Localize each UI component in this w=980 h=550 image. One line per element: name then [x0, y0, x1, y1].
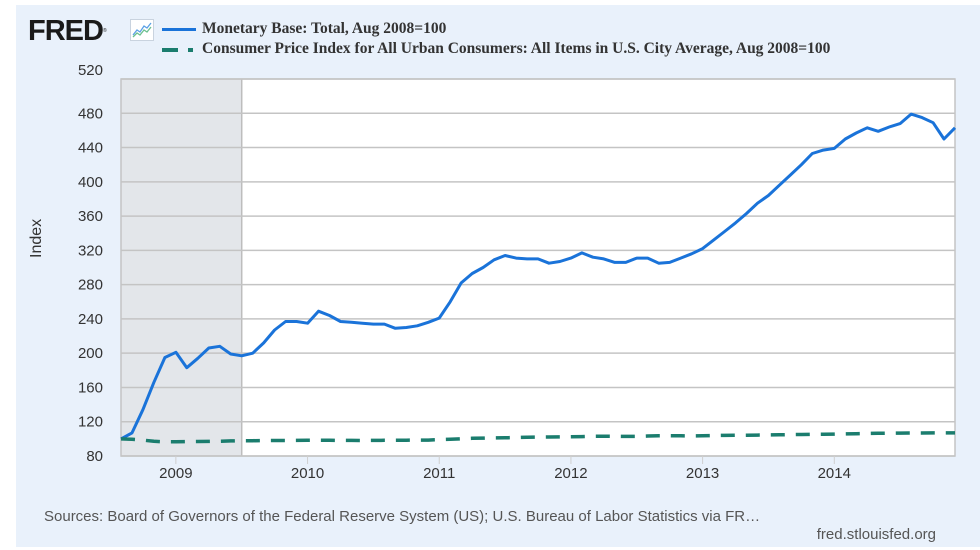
x-tick-label: 2009 [159, 465, 192, 482]
legend-label: Monetary Base: Total, Aug 2008=100 [202, 20, 447, 37]
y-tick-label: 440 [78, 140, 103, 157]
legend-item-cpi[interactable]: Consumer Price Index for All Urban Consu… [162, 39, 830, 59]
plot-area [121, 79, 955, 456]
x-tick-label: 2010 [291, 465, 324, 482]
x-tick-label: 2012 [554, 465, 587, 482]
legend: Monetary Base: Total, Aug 2008=100 Consu… [162, 19, 830, 59]
legend-label: Consumer Price Index for All Urban Consu… [202, 40, 831, 57]
registered-mark: ® [102, 28, 107, 34]
x-tick-label: 2011 [423, 465, 455, 482]
x-tick-label: 2013 [686, 465, 719, 482]
logo-text: FRED [28, 15, 104, 47]
sources-note: Sources: Board of Governors of the Feder… [44, 508, 761, 525]
site-link[interactable]: fred.stlouisfed.org [816, 526, 936, 543]
y-tick-label: 160 [78, 379, 103, 396]
y-tick-label: 200 [78, 345, 103, 362]
y-tick-label: 520 [78, 62, 103, 79]
fred-logo[interactable]: FRED® [28, 14, 107, 48]
y-tick-label: 480 [78, 105, 103, 122]
line-chart-icon[interactable] [130, 19, 154, 41]
recession-shading [121, 79, 242, 456]
y-tick-label: 240 [78, 311, 103, 328]
y-tick-label: 360 [78, 208, 103, 225]
legend-swatch-dashed [162, 43, 196, 55]
y-tick-label: 320 [78, 242, 103, 259]
plot-border [120, 78, 956, 457]
y-tick-label: 400 [78, 174, 103, 191]
y-tick-label: 120 [78, 414, 103, 431]
series-line-monetary-base [120, 112, 957, 441]
y-tick-label: 280 [78, 277, 103, 294]
y-tick-label: 80 [86, 448, 103, 465]
legend-item-monetary-base[interactable]: Monetary Base: Total, Aug 2008=100 [162, 19, 830, 39]
x-tick-label: 2014 [818, 465, 851, 482]
legend-swatch-solid [162, 23, 196, 35]
